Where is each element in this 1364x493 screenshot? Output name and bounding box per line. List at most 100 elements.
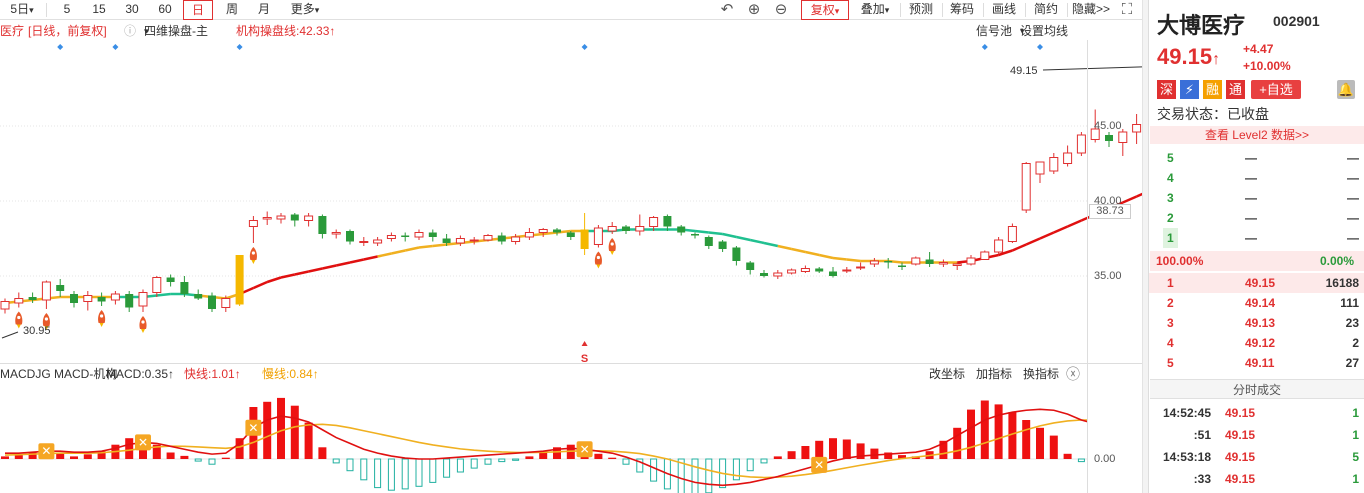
alert-icon[interactable]: 🔔: [1337, 80, 1355, 99]
max-price-arrow: [1042, 66, 1142, 71]
macd-legend: MACDJG MACD-机构 MACD:0.35↑ 快线:1.01↑ 慢线:0.…: [0, 366, 1142, 382]
candle-body-down: [401, 235, 410, 237]
candle-body-down: [442, 238, 451, 243]
rocket-icon: [249, 247, 257, 264]
ma-jigou-segment: [418, 244, 433, 249]
huaxian-button[interactable]: 画线: [991, 2, 1016, 16]
macd-bar-negative: [484, 458, 492, 465]
undo-icon[interactable]: ↶: [720, 1, 734, 18]
candle-body-down: [884, 261, 893, 263]
orderbook-level: 3: [1167, 316, 1174, 330]
help-icon[interactable]: ⓘ: [124, 24, 137, 38]
macd-bar-negative: [346, 458, 354, 472]
macd-bar-positive: [125, 438, 134, 459]
macd-fast-line: [5, 408, 1087, 487]
flash-icon[interactable]: ⚡: [1180, 80, 1199, 99]
macd-bar-positive: [14, 454, 23, 459]
sell-marker-arrow: [581, 341, 588, 346]
min-price-label: 30.95: [23, 325, 51, 337]
candlestick-chart[interactable]: S 49.15 30.95: [0, 40, 1142, 370]
orderbook-volume: 27: [1345, 356, 1359, 370]
fullscreen-icon[interactable]: ⛶: [1121, 1, 1133, 18]
period-30[interactable]: 30: [125, 2, 139, 16]
fuquan-label: 复权: [810, 3, 835, 17]
candle-body-up: [1007, 226, 1017, 242]
macd-bar-positive: [28, 452, 37, 459]
close-icon[interactable]: ⓧ: [1066, 366, 1080, 382]
macd-chart[interactable]: ✕✕✕✕✕✕: [0, 383, 1087, 493]
rocket-icon: [15, 311, 23, 329]
change-axis-button[interactable]: 改坐标: [929, 367, 966, 381]
tick-row: :51 49.15 1: [1149, 424, 1364, 446]
macd-bar-negative: [760, 458, 768, 464]
macd-bar-positive: [994, 404, 1003, 459]
chouma-button[interactable]: 筹码: [949, 2, 974, 16]
period-60[interactable]: 60: [158, 2, 172, 16]
ma-jigou-segment: [722, 232, 737, 239]
macd-bar-positive: [1063, 453, 1072, 459]
chevron-down-icon: ▾: [314, 5, 320, 15]
candle-body-up: [842, 269, 852, 272]
candle-body-down: [746, 262, 755, 270]
signal-pool-button[interactable]: 信号池: [976, 24, 1013, 38]
shenzhen-tag[interactable]: 深: [1157, 80, 1176, 99]
rocket-icon: [139, 316, 147, 333]
macd-bar-negative: [677, 458, 685, 493]
period-15[interactable]: 15: [92, 2, 106, 16]
margin-tag[interactable]: 融: [1203, 80, 1222, 99]
fuquan-dropdown[interactable]: 复权▾: [801, 0, 849, 20]
macd-bar-positive: [539, 452, 548, 459]
zoom-out-icon[interactable]: ⊖: [774, 1, 788, 18]
ma-jigou-segment: [1067, 219, 1082, 228]
orderbook-price: 49.14: [1245, 296, 1276, 310]
macd-bar-positive: [56, 452, 65, 459]
ma-jigou-segment: [763, 241, 779, 248]
period-week[interactable]: 周: [225, 2, 238, 16]
chart-toolbar: 5日▾ 5 15 30 60 日 周 月 更多▾ ↶ ⊕ ⊖ 复权▾ 叠加▾ 预…: [0, 0, 1142, 20]
zoom-in-icon[interactable]: ⊕: [747, 1, 761, 18]
ma-jigou-segment: [156, 292, 171, 297]
period-dropdown[interactable]: 5日▾: [2, 0, 42, 20]
orderbook-sell-row: 3 — —: [1149, 188, 1364, 208]
level2-link[interactable]: 查看 Level2 数据>>: [1150, 126, 1364, 144]
rocket-icon: [594, 251, 602, 269]
period-5[interactable]: 5: [63, 2, 71, 16]
add-watchlist-button[interactable]: +自选: [1251, 80, 1301, 99]
price-axis-line: [1087, 40, 1088, 493]
macd-bar-positive: [870, 448, 879, 459]
jianyue-button[interactable]: 简约: [1033, 2, 1058, 16]
rocket-icon: [42, 313, 50, 330]
candle-body-up: [1063, 152, 1073, 164]
tick-price: 49.15: [1225, 406, 1256, 420]
macd-bar-positive: [152, 444, 161, 459]
candle-body-up: [152, 277, 162, 293]
diejia-dropdown[interactable]: 叠加▾: [852, 0, 898, 20]
candle-body-down: [663, 216, 672, 227]
period-day[interactable]: 日: [183, 0, 213, 20]
rocket-icon: [608, 238, 616, 255]
switch-indicator-button[interactable]: 换指标: [1023, 367, 1060, 381]
cross-signal-icon: ✕: [245, 419, 262, 436]
panel-splitter[interactable]: [1142, 0, 1148, 493]
orderbook-price: —: [1245, 231, 1257, 245]
ma-jigou-segment: [1011, 243, 1027, 252]
connect-tag[interactable]: 通: [1226, 80, 1245, 99]
macd-bar-positive: [263, 401, 272, 459]
legend-mode: [日线，前复权]: [28, 24, 107, 38]
add-indicator-button[interactable]: 加指标: [976, 367, 1013, 381]
orderbook-level: 3: [1167, 191, 1174, 205]
macd-bar-positive: [180, 455, 189, 459]
macd-bar-positive: [980, 400, 989, 459]
ma-jigou-segment: [543, 231, 558, 236]
candle-body-up: [911, 257, 921, 265]
yuce-button[interactable]: 预测: [908, 2, 933, 16]
macd-bar-positive: [787, 451, 796, 459]
candle-body-down: [428, 232, 437, 237]
sell-ratio: 0.00%: [1320, 254, 1355, 268]
more-dropdown[interactable]: 更多▾: [284, 0, 326, 20]
candle-body-down: [125, 294, 134, 308]
ma-jigou-segment: [998, 249, 1013, 257]
period-month[interactable]: 月: [257, 2, 270, 16]
hide-button[interactable]: 隐藏>>: [1071, 2, 1111, 16]
signal-diamond: [57, 44, 64, 50]
